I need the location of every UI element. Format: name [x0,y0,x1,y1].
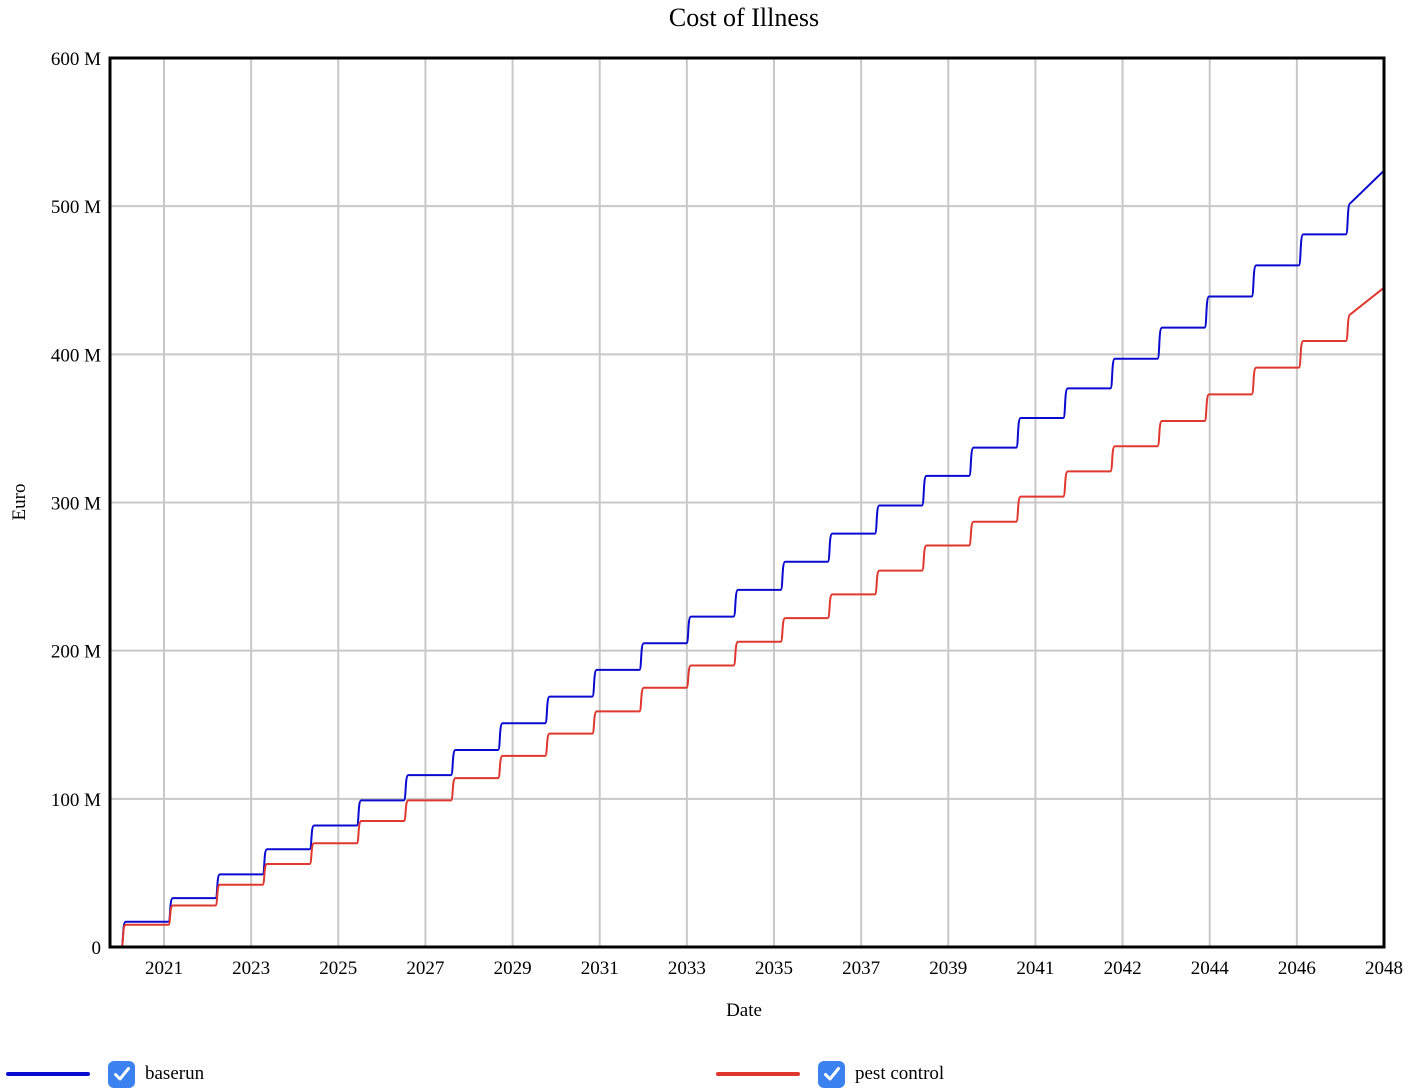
x-tick-label: 2041 [1016,958,1054,979]
x-tick-label: 2023 [232,958,270,979]
checkmark-icon [823,1067,840,1081]
y-axis-label: Euro [9,484,30,521]
series-line-baserun [110,169,1385,948]
legend-label-baserun: baserun [145,1063,205,1084]
series-layer [110,169,1385,948]
legend-item-pest-control[interactable]: pest control [716,1058,944,1090]
cost-of-illness-chart: Cost of Illness 2021 2023 2025 2027 2029 2031… [9,3,1403,1021]
x-tick-label: 2044 [1191,958,1230,979]
grid-lines [110,58,1384,947]
y-tick-label: 100 M [51,790,101,811]
x-tick-label: 2031 [581,958,619,979]
y-tick-label: 0 [92,938,102,959]
series-line-pest-control [110,286,1385,948]
chart-title: Cost of Illness [669,3,819,32]
legend-item-baserun[interactable]: baserun [6,1058,204,1090]
legend-swatch-baserun [6,1072,90,1076]
x-axis-ticks: 2021 2023 2025 2027 2029 2031 2033 2035 2037 2039… [145,958,1403,979]
x-tick-label: 2048 [1365,958,1403,979]
legend-label-pest-control: pest control [855,1063,945,1084]
y-axis-ticks: 0 100 M 200 M 300 M 400 M 500 M 600 M [51,49,101,959]
baserun-checkbox[interactable] [108,1060,135,1088]
x-tick-label: 2039 [929,958,967,979]
y-tick-label: 400 M [51,345,101,366]
y-tick-label: 200 M [51,642,101,663]
plot-frame [108,56,1386,949]
x-tick-label: 2021 [145,958,183,979]
x-tick-label: 2035 [755,958,793,979]
x-tick-label: 2029 [494,958,532,979]
x-tick-label: 2027 [406,958,444,979]
x-tick-label: 2042 [1104,958,1142,979]
legend-swatch-pest-control [716,1072,800,1076]
y-tick-label: 300 M [51,494,101,515]
x-tick-label: 2046 [1278,958,1316,979]
pest-control-checkbox[interactable] [818,1060,845,1088]
x-tick-label: 2025 [319,958,357,979]
y-tick-label: 500 M [51,197,101,218]
y-tick-label: 600 M [51,49,101,70]
x-tick-label: 2033 [668,958,706,979]
x-tick-label: 2037 [842,958,880,979]
checkmark-icon [113,1067,130,1081]
x-axis-label: Date [726,1000,762,1021]
